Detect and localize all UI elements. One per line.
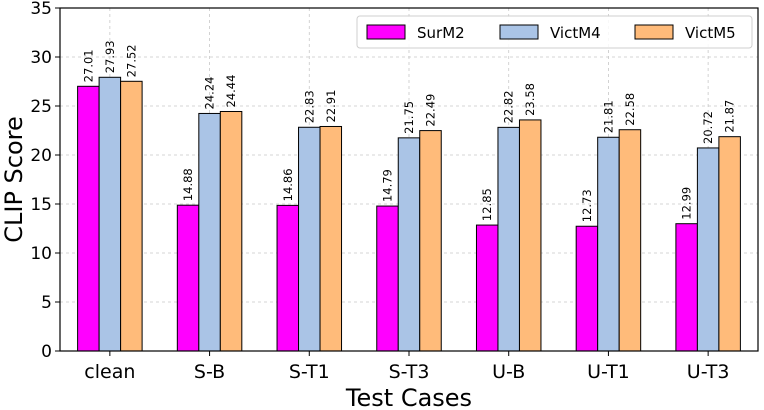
bar-victm5-u-b (518, 119, 542, 352)
y-tick-label: 30 (30, 48, 52, 68)
legend-swatch-surm2 (366, 24, 406, 40)
data-label-surm2-u-t3: 12.99 (680, 187, 694, 220)
data-label-victm5-u-t1: 22.58 (623, 93, 637, 126)
data-label-victm4-u-t1: 21.81 (601, 100, 615, 133)
bar-surm2-u-t3 (675, 223, 698, 352)
bar-surm2-s-b (176, 204, 200, 352)
data-label-victm5-u-b: 23.58 (523, 83, 537, 116)
bar-surm2-clean (77, 85, 100, 352)
bar-surm2-s-t1 (276, 204, 300, 352)
data-label-surm2-s-t3: 14.79 (381, 169, 395, 202)
bar-victm5-u-t1 (618, 129, 642, 352)
bar-victm5-clean (120, 80, 143, 352)
bar-victm5-u-t3 (718, 136, 741, 352)
data-label-victm4-u-b: 22.82 (502, 90, 516, 123)
data-label-victm4-s-t1: 22.83 (302, 90, 316, 123)
data-label-surm2-u-b: 12.85 (480, 188, 494, 221)
data-label-surm2-s-b: 14.88 (181, 168, 195, 201)
bar-victm5-s-t3 (419, 130, 442, 352)
legend-swatch-victm4 (499, 24, 539, 40)
data-label-surm2-u-t1: 12.73 (580, 189, 594, 222)
y-tick-label: 10 (30, 244, 52, 264)
bar-victm4-s-t3 (397, 137, 421, 352)
y-tick-label: 15 (30, 195, 52, 215)
bar-surm2-u-t1 (575, 225, 599, 352)
bars (77, 76, 741, 352)
bar-victm4-u-t1 (597, 136, 620, 352)
y-tick-label: 25 (30, 97, 52, 117)
data-label-victm5-s-t3: 22.49 (424, 94, 438, 127)
bar-victm5-s-t1 (319, 125, 343, 352)
axis-ticks: 0 5 10 15 20 25 30 35 clean S-B S-T1 S-T3 U-B U-T1 U-T… (30, 0, 729, 383)
y-tick-label: 0 (41, 342, 52, 362)
bar-victm5-s-b (219, 110, 243, 352)
legend-box (356, 15, 753, 49)
legend-label-victm5: VictM5 (685, 24, 736, 42)
data-label-victm4-u-t3: 20.72 (701, 111, 715, 144)
data-label-victm4-clean: 27.93 (103, 40, 117, 73)
legend-label-surm2: SurM2 (417, 24, 465, 42)
data-label-surm2-clean: 27.01 (81, 49, 95, 82)
x-tick-label-u-b: U-B (492, 361, 525, 383)
y-tick-label: 35 (30, 0, 52, 19)
legend-label-victm4: VictM4 (550, 24, 601, 42)
x-tick-label-u-t3: U-T3 (687, 361, 730, 383)
data-label-victm5-clean: 27.52 (124, 44, 138, 77)
bar-victm4-clean (98, 76, 122, 352)
x-tick-label-clean: clean (84, 361, 135, 383)
x-tick-label-s-t3: S-T3 (389, 361, 430, 383)
data-label-victm4-s-b: 24.24 (203, 77, 217, 110)
y-tick-label: 5 (41, 293, 52, 313)
bar-victm4-s-b (198, 112, 221, 352)
data-label-victm5-s-t1: 22.91 (324, 90, 338, 123)
x-tick-label-s-t1: S-T1 (289, 361, 330, 383)
bar-victm4-u-t3 (696, 147, 720, 352)
data-label-victm4-s-t3: 21.75 (402, 101, 416, 134)
y-tick-label: 20 (30, 146, 52, 166)
bar-surm2-u-b (475, 224, 499, 352)
x-tick-label-s-b: S-B (194, 361, 225, 383)
data-labels: 27.01 14.88 14.86 14.79 12.85 12.73 12.99 27.93… (81, 40, 736, 222)
legend: SurM2 VictM4 VictM5 (356, 15, 753, 49)
y-axis-title: CLIP Score (0, 116, 28, 243)
bar-victm4-s-t1 (298, 126, 321, 352)
legend-swatch-victm5 (634, 24, 674, 40)
x-axis-title: Test Cases (345, 384, 472, 410)
x-tick-label-u-t1: U-T1 (587, 361, 630, 383)
bar-victm4-u-b (497, 126, 520, 352)
bar-surm2-s-t3 (376, 205, 399, 352)
data-label-victm5-s-b: 24.44 (224, 75, 238, 108)
data-label-victm5-u-t3: 21.87 (723, 100, 737, 133)
data-label-surm2-s-t1: 14.86 (281, 168, 295, 201)
